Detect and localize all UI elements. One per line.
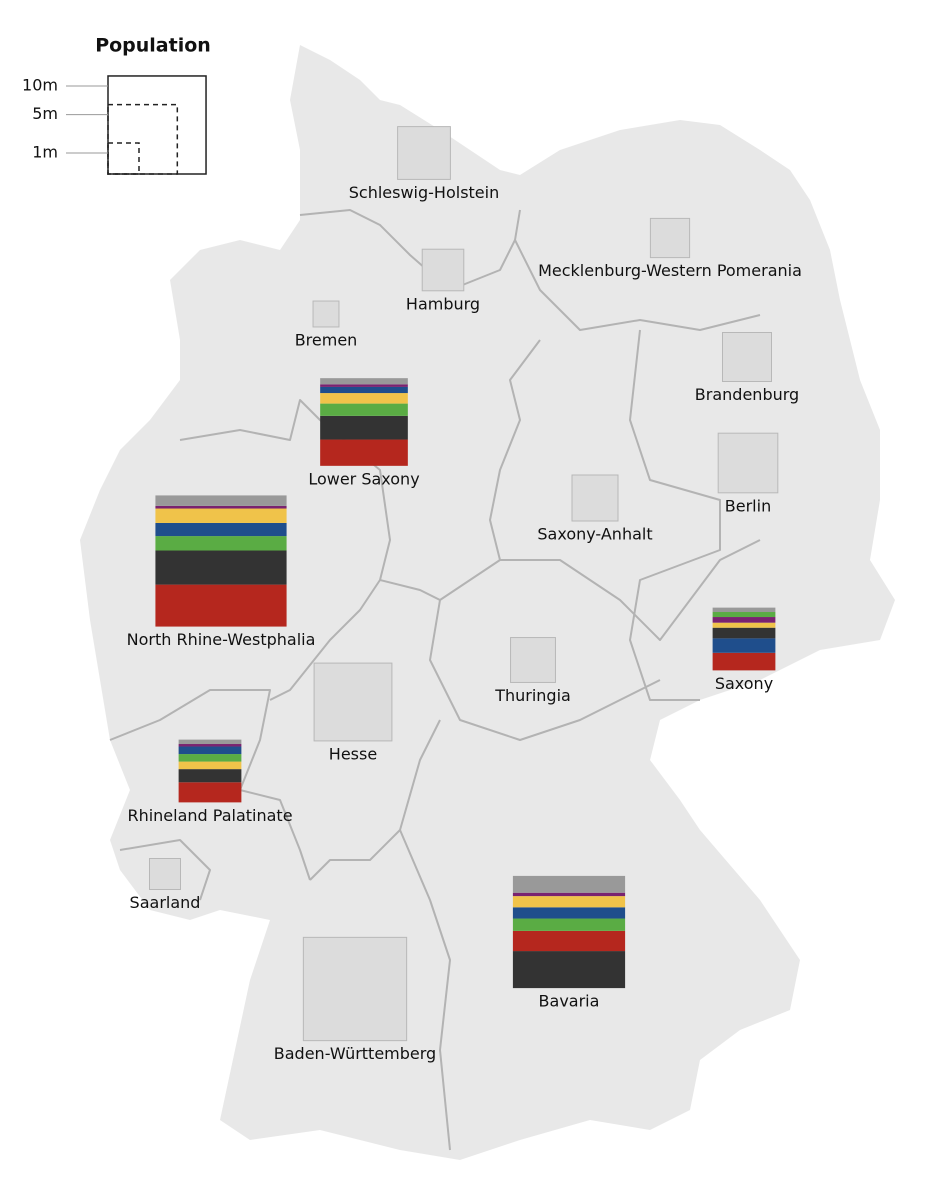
state-label: Bavaria xyxy=(539,992,600,1011)
vote-band xyxy=(712,612,776,618)
population-square xyxy=(717,432,779,494)
vote-band xyxy=(155,508,287,523)
state-label: Rhineland Palatinate xyxy=(127,806,292,825)
vote-band xyxy=(155,536,287,551)
legend-square xyxy=(107,142,140,175)
vote-band xyxy=(178,782,242,803)
state-label: Hamburg xyxy=(406,294,480,313)
vote-band xyxy=(712,627,776,639)
state-label: Schleswig-Holstein xyxy=(349,183,499,202)
population-square xyxy=(149,858,181,890)
population-square xyxy=(510,637,556,683)
population-square xyxy=(421,248,465,292)
vote-band xyxy=(512,907,626,919)
vote-band xyxy=(155,495,287,506)
population-square xyxy=(571,474,619,522)
vote-band xyxy=(320,415,408,440)
vote-band xyxy=(178,744,242,747)
legend-label: 10m xyxy=(22,75,58,94)
country-shape xyxy=(80,45,895,1160)
vote-band xyxy=(320,378,408,385)
population-square xyxy=(312,300,340,328)
population-square xyxy=(313,662,393,742)
vote-band xyxy=(712,638,776,653)
vote-band xyxy=(712,622,776,628)
vote-band xyxy=(320,393,408,404)
vote-band xyxy=(178,739,242,745)
vote-band xyxy=(512,875,626,893)
vote-band xyxy=(320,384,408,387)
vote-band xyxy=(512,951,626,989)
vote-band xyxy=(512,918,626,931)
population-square xyxy=(649,217,691,259)
vote-band xyxy=(178,761,242,770)
vote-band xyxy=(512,892,626,897)
state-label: Saarland xyxy=(130,893,201,912)
state-label: Thuringia xyxy=(494,686,571,705)
vote-band xyxy=(155,584,287,627)
vote-band xyxy=(320,386,408,394)
legend-title: Population xyxy=(95,35,211,57)
vote-band xyxy=(178,754,242,762)
vote-band xyxy=(178,746,242,755)
population-square xyxy=(397,126,451,180)
legend-square xyxy=(107,103,179,175)
state-label: Brandenburg xyxy=(695,385,799,404)
vote-band xyxy=(320,403,408,416)
state-label: Mecklenburg-Western Pomerania xyxy=(538,261,802,280)
population-square xyxy=(302,936,408,1042)
vote-band xyxy=(712,607,776,613)
state-label: Saxony xyxy=(715,674,773,693)
vote-band xyxy=(512,896,626,908)
state-label: Saxony-Anhalt xyxy=(537,524,652,543)
vote-band xyxy=(155,505,287,509)
vote-band xyxy=(155,550,287,585)
vote-band xyxy=(712,652,776,671)
legend-square xyxy=(107,75,207,175)
state-label: Lower Saxony xyxy=(308,469,419,488)
legend-label: 5m xyxy=(32,104,58,123)
population-square xyxy=(721,331,773,383)
state-label: Bremen xyxy=(295,330,358,349)
state-label: North Rhine-Westphalia xyxy=(127,630,316,649)
vote-band xyxy=(178,769,242,783)
state-label: Baden-Württemberg xyxy=(274,1044,436,1063)
state-label: Berlin xyxy=(725,496,771,515)
vote-band xyxy=(712,617,776,623)
legend-label: 1m xyxy=(32,143,58,162)
vote-band xyxy=(320,439,408,466)
state-label: Hesse xyxy=(329,744,377,763)
vote-band xyxy=(512,930,626,952)
vote-band xyxy=(155,522,287,537)
